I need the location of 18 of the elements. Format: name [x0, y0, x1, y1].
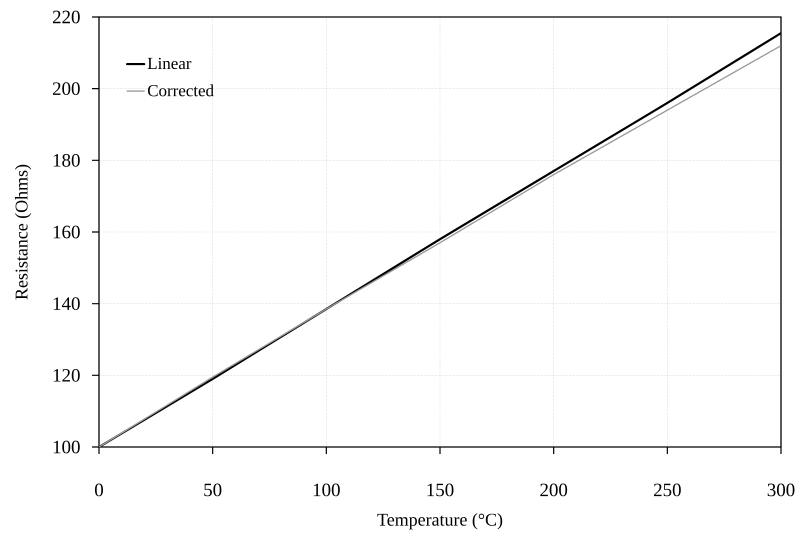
y-axis-title: Resistance (Ohms) [14, 164, 32, 300]
x-tick-label: 50 [204, 484, 222, 496]
y-tick-label: 200 [52, 82, 80, 96]
x-tick-label: 250 [654, 484, 681, 496]
x-tick-label: 100 [314, 484, 340, 496]
y-tick-label: 100 [54, 440, 80, 454]
legend-label: Linear [148, 58, 192, 70]
y-tick-label: 220 [52, 10, 80, 24]
y-tick-label: 160 [54, 226, 80, 238]
y-tick-label: 120 [54, 368, 80, 382]
x-axis-title: Temperature (°C) [377, 513, 502, 530]
x-tick-label: 200 [540, 484, 568, 496]
y-tick-label: 180 [54, 154, 80, 167]
x-tick-label: 150 [427, 484, 454, 496]
x-tick-label: 0 [94, 484, 103, 496]
y-tick-label: 140 [54, 297, 80, 310]
x-tick-label: 300 [768, 484, 794, 496]
legend-label: Corrected [148, 84, 214, 96]
